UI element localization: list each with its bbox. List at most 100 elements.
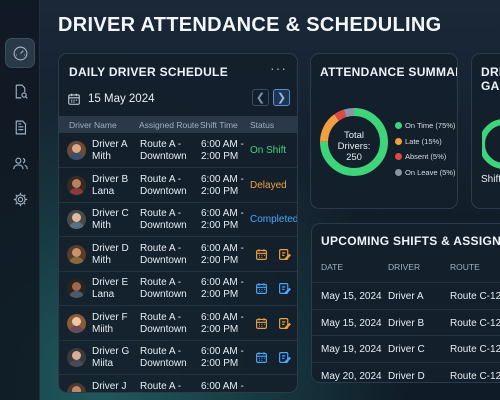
legend-item: Absent (5%) [395, 149, 455, 165]
shift-time: 6:00 AM -2:00 PM [201, 242, 244, 266]
shift-driver: Driver D [388, 370, 425, 382]
shift-route: Route C-12 [450, 317, 500, 329]
table-row[interactable]: May 20, 2024 Driver D Route C-12 [312, 361, 500, 383]
chevron-left-icon: ❮ [255, 92, 266, 104]
upcoming-title: UPCOMING SHIFTS & ASSIGNMENTS [321, 234, 500, 248]
avatar [67, 348, 86, 367]
avatar [67, 141, 86, 160]
edit-note-icon[interactable] [278, 317, 291, 330]
table-row[interactable]: May 19, 2024 Driver C Route C-12 [312, 335, 500, 361]
legend-label: On Time (75%) [405, 121, 456, 131]
column-header-assigned-route[interactable]: Assigned Route [139, 119, 200, 130]
shift-driver: Driver A [388, 291, 424, 302]
dashboard-gauge-icon [13, 46, 27, 60]
sidebar-item-dashboard[interactable] [5, 38, 35, 68]
shift-time: 6:00 AM -2:00 PM [201, 208, 244, 231]
table-row[interactable]: Driver F Miith Route A - Downtown 6:00 AM … [59, 307, 297, 341]
assigned-route: Route A - Downtown [140, 346, 187, 369]
shift-time: 6:00 AM -2:00 PM [201, 277, 244, 300]
column-header-driver[interactable]: DRIVER [388, 262, 421, 272]
edit-note-icon[interactable] [278, 248, 291, 261]
table-row[interactable]: Driver D Mith Route A - Downtown 6:00 AM -… [59, 238, 297, 272]
more-options-icon[interactable]: ··· [270, 60, 287, 76]
shift-route: Route C-12 [450, 344, 500, 355]
table-row[interactable]: Driver J Route A - 6:00 AM - [59, 376, 297, 392]
attendance-donut-chart [320, 108, 388, 176]
sidebar-item-documents[interactable] [5, 112, 35, 142]
assigned-route: Route A - Downtown [140, 208, 187, 231]
table-row[interactable]: Driver G Miita Route A - Downtown 6:00 AM … [59, 341, 297, 375]
shift-driver: Driver C [388, 344, 425, 355]
shift-time: 6:00 AM -2:00 PM [201, 311, 244, 335]
shift-driver: Driver B [388, 317, 425, 329]
document-search-icon [15, 84, 28, 99]
donut-segment [320, 108, 388, 176]
assigned-route: Route A - Downtown [140, 173, 187, 197]
gear-icon [13, 192, 27, 206]
driver-name: Driver C Mith [92, 208, 129, 231]
status-badge: On Shift [250, 145, 287, 156]
column-header-shift-time[interactable]: Shift Time [200, 119, 238, 130]
table-row[interactable]: Driver E Lana Route A - Downtown 6:00 AM -… [59, 272, 297, 306]
table-row[interactable]: Driver C Mith Route A - Downtown 6:00 AM -… [59, 203, 298, 237]
legend-label: Absent (5%) [405, 152, 447, 162]
shift-date: May 15, 2024 [321, 291, 382, 302]
assigned-route: Route A - Downtown [140, 311, 187, 335]
donut-center-label: Total Drivers: 250 [316, 130, 392, 163]
calendar-icon[interactable] [255, 248, 268, 261]
table-row[interactable]: May 15, 2024 Driver B Route C-12 [312, 308, 500, 335]
column-header-driver-name[interactable]: Driver Name [69, 119, 117, 130]
column-header-status[interactable]: Status [250, 119, 275, 130]
avatar [67, 279, 86, 298]
shift-date: May 20, 2024 [321, 370, 382, 382]
calendar-icon[interactable] [255, 317, 268, 330]
driver-name: Driver J [92, 380, 127, 392]
sidebar-item-reports[interactable] [5, 76, 35, 106]
upcoming-shifts-card: UPCOMING SHIFTS & ASSIGNMENTS DATE DRIVE… [311, 223, 500, 383]
calendar-icon[interactable] [67, 92, 81, 106]
daily-schedule-card: DAILY DRIVER SCHEDULE ··· 15 May 2024 ❮ … [58, 53, 298, 393]
shift-time: 6:00 AM - [201, 380, 244, 392]
sidebar-item-settings[interactable] [5, 184, 35, 214]
legend-dot [395, 122, 402, 130]
driver-name: Driver E Lana [92, 277, 129, 300]
sidebar-item-drivers[interactable] [5, 148, 35, 178]
shift-time: 6:00 AM -2:00 PM [201, 173, 244, 197]
schedule-table-header: Driver Name Assigned Route Shift Time St… [59, 116, 297, 133]
shift-date: May 19, 2024 [321, 344, 382, 355]
edit-note-icon[interactable] [278, 351, 291, 364]
status-badge: Completed [250, 214, 298, 225]
selected-date: 15 May 2024 [88, 93, 155, 105]
shift-time: 6:00 AM -2:00 PM [201, 139, 244, 162]
assigned-route: Route A - Downtown [140, 139, 187, 162]
avatar [67, 244, 86, 264]
previous-day-button[interactable]: ❮ [252, 89, 269, 106]
shift-route: Route C-12 [450, 291, 500, 302]
calendar-icon[interactable] [255, 282, 268, 295]
table-row[interactable]: Driver B Lana Route A - Downtown 6:00 AM -… [59, 169, 297, 203]
upcoming-table-header: DATE DRIVER ROUTE [312, 257, 500, 279]
table-row[interactable]: May 15, 2024 Driver A Route C-12 [312, 282, 500, 308]
gauge-title-line2: GAU [481, 79, 500, 93]
driver-gauge-card: DRI GAU Shift [471, 53, 500, 209]
legend-item: On Leave (5%) [395, 165, 455, 181]
column-header-date[interactable]: DATE [321, 262, 344, 272]
table-row[interactable]: Driver A Mith Route A - Downtown 6:00 AM -… [59, 134, 297, 168]
calendar-icon[interactable] [255, 351, 268, 364]
next-day-button[interactable]: ❯ [273, 89, 290, 106]
shift-route: Route C-12 [450, 370, 500, 382]
attendance-legend: On Time (75%) Late (15%) Absent (5%) On Lea… [395, 118, 455, 180]
legend-dot [395, 168, 402, 176]
avatar [67, 382, 86, 392]
gauge-ring [482, 119, 500, 169]
avatar [67, 313, 86, 333]
legend-item: On Time (75%) [395, 118, 455, 134]
shift-time: 6:00 AM -2:00 PM [201, 346, 244, 369]
summary-title: ATTENDANCE SUMMARY [320, 65, 458, 79]
assigned-route: Route A - [140, 380, 182, 392]
driver-name: Driver B Lana [92, 173, 129, 197]
donut-center-line1: Total [343, 130, 365, 141]
edit-note-icon[interactable] [278, 282, 291, 295]
column-header-route[interactable]: ROUTE [450, 262, 480, 272]
date-selector: 15 May 2024 ❮ ❯ [67, 87, 291, 111]
